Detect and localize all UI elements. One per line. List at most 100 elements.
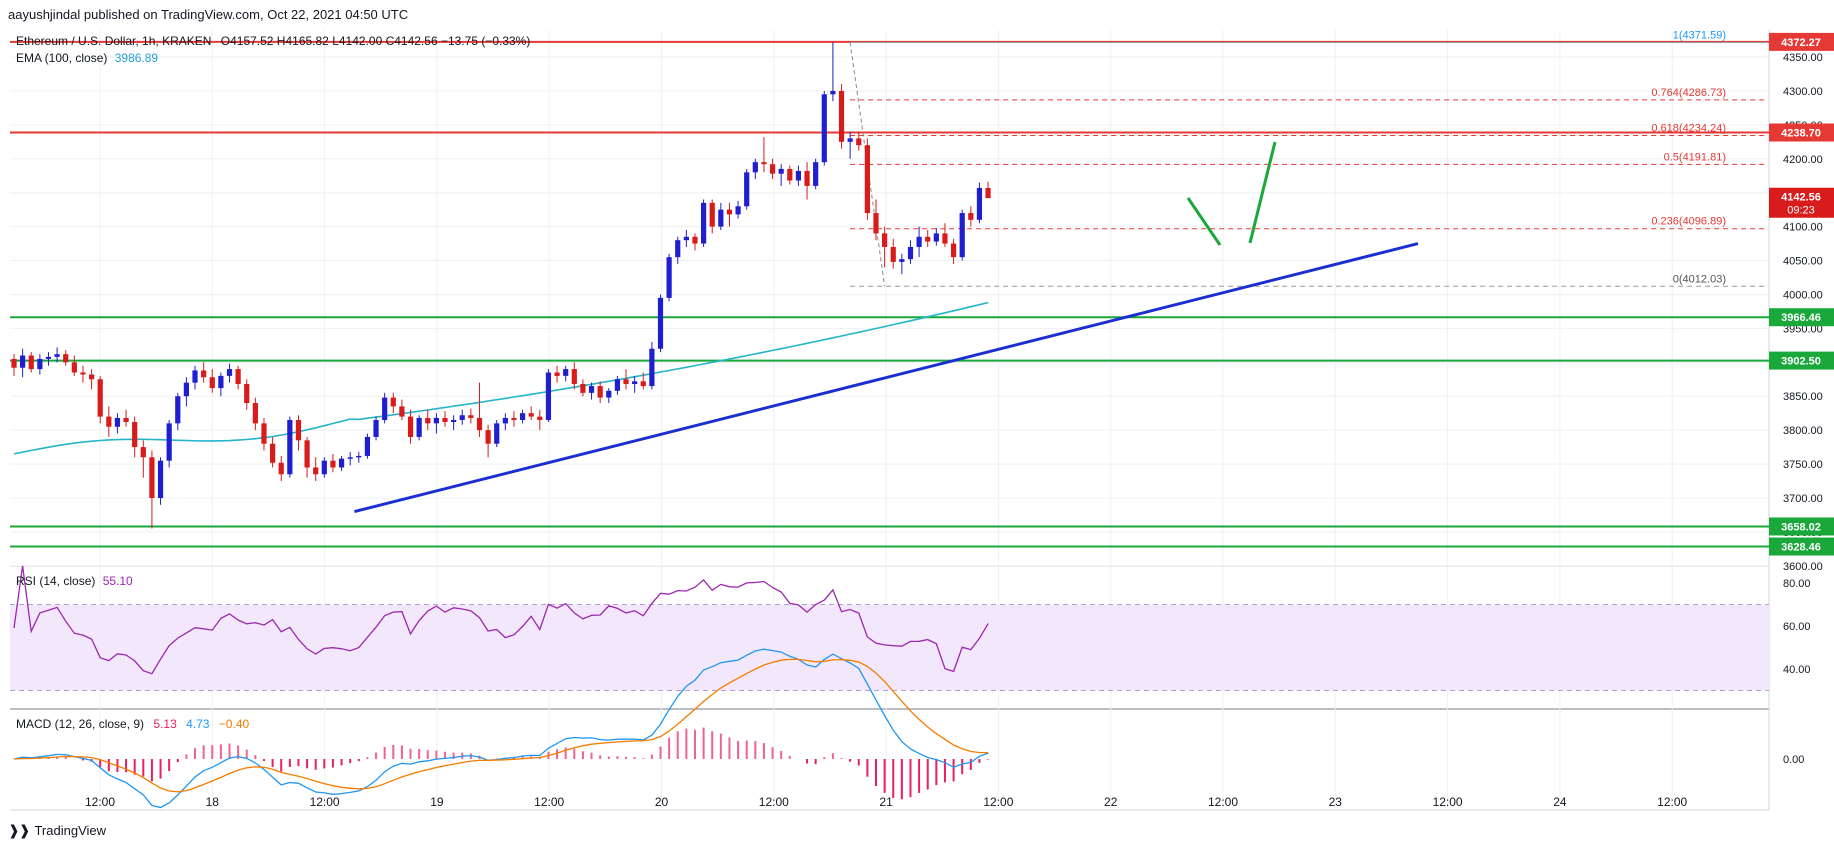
candle-body <box>71 362 77 373</box>
candle-body <box>890 246 896 262</box>
candle-body <box>390 397 396 407</box>
candle-body <box>813 162 819 186</box>
candle-body <box>554 372 560 376</box>
candle-body <box>123 417 129 423</box>
candle-body <box>726 209 733 215</box>
candle-body <box>425 417 431 424</box>
level-badge-label: 3658.02 <box>1781 521 1821 533</box>
time-tick-label: 12:00 <box>85 795 115 809</box>
time-tick-label: 20 <box>655 795 669 809</box>
fib-label: 0.5(4191.81) <box>1664 151 1726 163</box>
level-badge-label: 4238.70 <box>1781 128 1821 140</box>
ohlc-values: O4157.52 H4165.82 L4142.00 C4142.56 −13.… <box>220 34 531 48</box>
candle-body <box>295 419 302 441</box>
candle-body <box>882 233 888 247</box>
candle-body <box>571 369 577 385</box>
candle-body <box>132 422 138 448</box>
macd-label: MACD (12, 26, close, 9) <box>16 717 145 731</box>
price-tick-label: 3950.00 <box>1783 323 1823 335</box>
candle-body <box>701 202 707 244</box>
macd-signal-line <box>13 658 989 793</box>
candle-body <box>692 236 698 244</box>
candle-body <box>502 417 508 424</box>
macd-signal-value: 4.73 <box>186 717 210 731</box>
rsi-band <box>10 604 1769 691</box>
candle-body <box>838 90 845 142</box>
time-tick-label: 12:00 <box>759 795 789 809</box>
candle-body <box>528 413 534 417</box>
candle-body <box>795 170 802 181</box>
candle-body <box>244 384 250 404</box>
time-tick-label: 12:00 <box>1657 795 1687 809</box>
candle-body <box>261 423 267 444</box>
time-tick-label: 12:00 <box>1208 795 1238 809</box>
level-badge-label: 4372.27 <box>1781 37 1821 49</box>
candle-body <box>864 145 870 214</box>
candle-body <box>597 386 603 398</box>
ema-100-line <box>13 301 989 455</box>
time-tick-label: 19 <box>430 795 444 809</box>
candle-body <box>649 348 655 387</box>
candle-body <box>830 90 836 95</box>
candle-body <box>787 168 793 181</box>
rsi-legend: RSI (14, close) 55.10 <box>16 574 133 588</box>
tradingview-brand[interactable]: ❱❱ TradingView <box>8 822 106 839</box>
candle-body <box>114 417 121 427</box>
candle-body <box>356 455 362 458</box>
candle-body <box>80 372 86 375</box>
candle-body <box>752 162 758 173</box>
time-tick-label: 12:00 <box>1433 795 1463 809</box>
candle-body <box>157 460 164 498</box>
rsi-value: 55.10 <box>102 574 133 588</box>
candle-body <box>252 403 258 424</box>
rsi-label: RSI (14, close) <box>16 574 96 588</box>
candle-body <box>675 240 681 258</box>
fib-label: 0(4012.03) <box>1673 273 1726 285</box>
time-tick-label: 23 <box>1329 795 1343 809</box>
projection-up-stroke <box>1248 141 1277 244</box>
candle-body <box>476 417 483 431</box>
candle-body <box>287 419 293 475</box>
fib-label: 1(4371.59) <box>1673 29 1726 41</box>
candle-body <box>683 236 689 241</box>
price-tick-label: 3700.00 <box>1783 493 1823 505</box>
candle-body <box>632 381 638 385</box>
candle-body <box>201 370 207 378</box>
last-price-badge <box>1769 187 1834 218</box>
level-badge-label: 3966.46 <box>1781 312 1821 324</box>
level-badge <box>1769 537 1834 556</box>
candle-body <box>63 354 69 363</box>
candle-body <box>37 358 43 370</box>
price-tick-label: 3850.00 <box>1783 391 1823 403</box>
candle-body <box>399 406 405 417</box>
candle-body <box>899 259 905 262</box>
candle-body <box>657 297 664 349</box>
tradingview-logo-icon: ❱❱ <box>8 822 30 838</box>
candle-body <box>856 138 862 146</box>
rsi-line <box>13 565 989 675</box>
price-tick-label: 4050.00 <box>1783 256 1823 268</box>
candle-body <box>606 390 612 398</box>
candle-body <box>235 369 241 385</box>
candle-body <box>666 257 672 298</box>
countdown-label: 09:23 <box>1787 205 1815 217</box>
candle-body <box>270 443 276 463</box>
time-tick-label: 12:00 <box>534 795 564 809</box>
candle-body <box>804 170 810 186</box>
price-tick-label: 3600.00 <box>1783 561 1823 573</box>
candle-body <box>330 460 336 468</box>
candle-body <box>709 202 715 227</box>
candle-body <box>942 233 948 244</box>
candle-body <box>563 369 569 376</box>
candle-body <box>45 356 52 359</box>
candle-body <box>442 417 448 423</box>
price-tick-label: 4350.00 <box>1783 52 1823 64</box>
fib-label: 0.764(4286.73) <box>1651 87 1726 99</box>
candle-body <box>718 209 724 227</box>
candle-body <box>925 236 931 242</box>
time-tick-label: 21 <box>879 795 893 809</box>
candle-body <box>769 164 776 174</box>
time-tick-label: 12:00 <box>983 795 1013 809</box>
